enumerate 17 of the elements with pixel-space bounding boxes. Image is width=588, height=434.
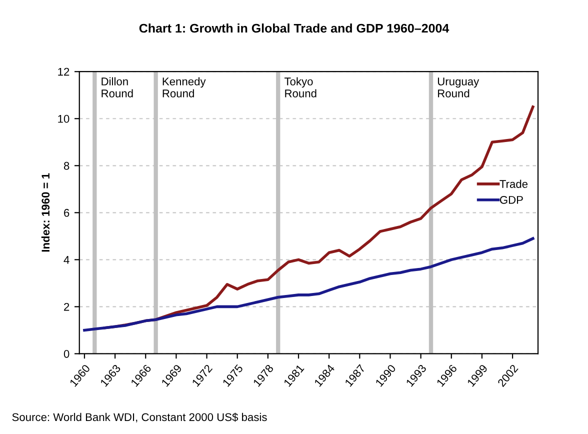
ref-line-label: Uruguay Round bbox=[438, 78, 480, 98]
source-note: Source: World Bank WDI, Constant 2000 US$ basis bbox=[12, 412, 267, 422]
legend-label: GDP bbox=[500, 196, 523, 204]
chart-title: Chart 1: Growth in Global Trade and GDP 1960–2004 bbox=[139, 23, 450, 33]
y-tick-label: 0 bbox=[64, 350, 70, 358]
y-tick-label: 12 bbox=[58, 68, 70, 76]
legend-label: Trade bbox=[500, 180, 528, 188]
ref-line-label: Dillon Round bbox=[102, 77, 133, 98]
ref-line-label: Tokyo Round bbox=[284, 77, 316, 98]
y-tick-label: 10 bbox=[58, 114, 70, 123]
y-tick-label: 4 bbox=[64, 256, 70, 264]
y-tick-label: 6 bbox=[64, 208, 70, 217]
ref-line-label: Kennedy Round bbox=[162, 77, 206, 98]
y-tick-label: 8 bbox=[64, 162, 70, 170]
line-series bbox=[83, 237, 534, 332]
y-tick-label: 2 bbox=[64, 302, 70, 311]
y-axis-title: Index: 1960 = 1 bbox=[41, 173, 50, 252]
